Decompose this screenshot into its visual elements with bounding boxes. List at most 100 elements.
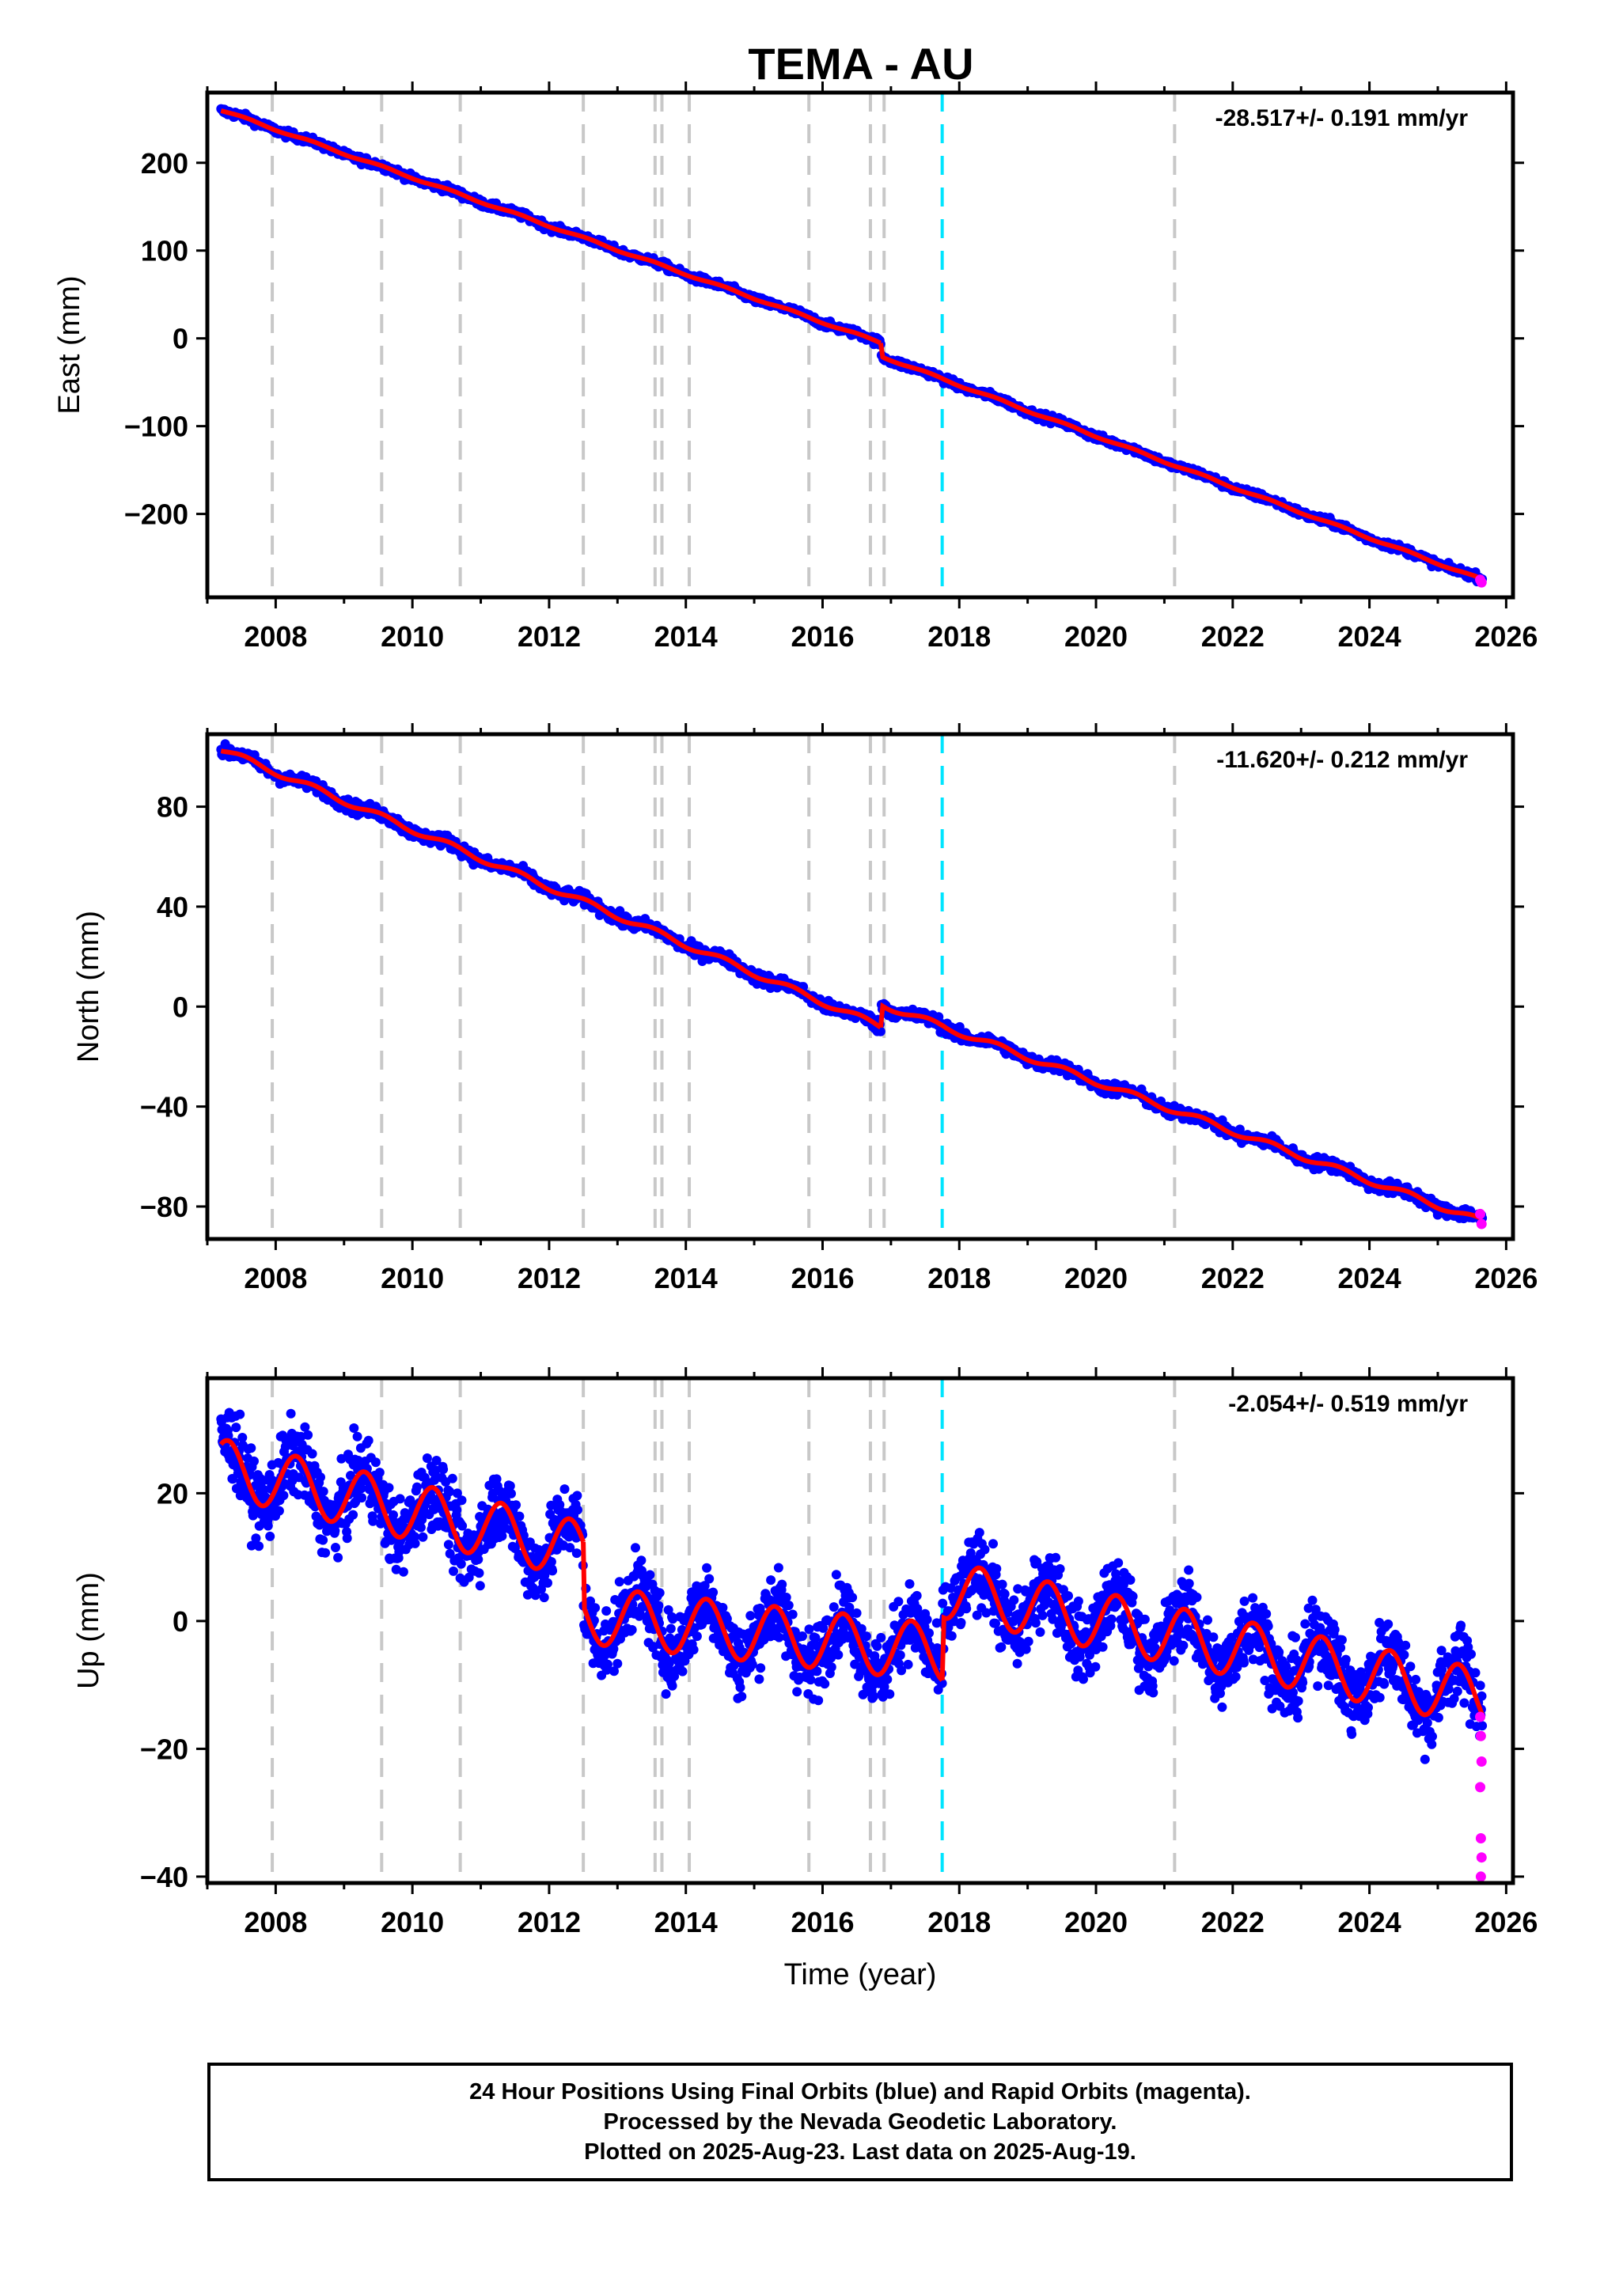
y-tick-label: 80 xyxy=(157,791,188,824)
final-orbit-point xyxy=(1037,1610,1048,1620)
final-orbit-point xyxy=(895,1650,905,1660)
final-orbit-point xyxy=(893,1597,904,1607)
x-tick-label: 2020 xyxy=(1064,620,1128,653)
final-orbit-point xyxy=(754,1674,764,1684)
x-tick-label: 2026 xyxy=(1474,620,1538,653)
final-orbit-point xyxy=(992,1563,1002,1574)
final-orbit-point xyxy=(348,1510,358,1520)
final-orbit-point xyxy=(627,1625,637,1635)
final-orbit-point xyxy=(612,1658,623,1669)
final-orbit-point xyxy=(342,1533,352,1544)
velocity-label: -28.517+/- 0.191 mm/yr xyxy=(1215,105,1469,131)
final-orbit-point xyxy=(231,1423,241,1433)
final-orbit-point xyxy=(829,1602,839,1612)
final-orbit-point xyxy=(885,1689,895,1699)
panel-up: 2008 2010 2012 2014 2016 2018 2020 2022 2024 2026… xyxy=(72,1367,1538,1991)
final-orbit-point xyxy=(412,1482,422,1492)
final-orbit-points xyxy=(216,739,1488,1225)
final-orbit-point xyxy=(833,1650,844,1660)
x-tick-label: 2016 xyxy=(791,620,854,653)
x-tick-label: 2014 xyxy=(654,1262,718,1294)
x-tick-label: 2020 xyxy=(1064,1262,1128,1294)
final-orbit-point xyxy=(475,1581,485,1591)
x-tick-label: 2012 xyxy=(518,620,581,653)
final-orbit-point xyxy=(996,1642,1007,1652)
y-axis-label: North (mm) xyxy=(72,911,105,1063)
final-orbit-point xyxy=(249,1456,259,1466)
final-orbit-point xyxy=(988,1539,998,1549)
final-orbit-point xyxy=(904,1579,915,1589)
final-orbit-point xyxy=(1012,1658,1022,1669)
final-orbit-point xyxy=(514,1511,525,1521)
final-orbit-point xyxy=(303,1430,313,1440)
final-orbit-point xyxy=(506,1488,516,1498)
final-orbit-point xyxy=(798,1631,807,1641)
final-orbit-point xyxy=(1035,1627,1045,1637)
final-orbit-point xyxy=(747,1659,757,1669)
final-orbit-point xyxy=(826,1662,836,1673)
final-orbit-point xyxy=(318,1487,328,1497)
final-orbit-point xyxy=(654,1601,664,1611)
final-orbit-point xyxy=(418,1532,428,1542)
x-tick-label: 2024 xyxy=(1338,620,1401,653)
final-orbit-point xyxy=(263,1521,273,1531)
y-tick-label: 0 xyxy=(173,991,188,1023)
model-fit-line xyxy=(878,1002,1484,1222)
final-orbit-point xyxy=(956,1618,966,1627)
final-orbit-point xyxy=(274,1506,284,1516)
final-orbit-point xyxy=(543,1578,552,1588)
final-orbit-point xyxy=(980,1544,990,1555)
final-orbit-point xyxy=(875,1026,885,1036)
final-orbit-point xyxy=(692,1631,702,1642)
final-orbit-point xyxy=(395,1494,405,1504)
final-orbit-point xyxy=(318,1535,328,1545)
final-orbit-point xyxy=(718,1603,728,1612)
final-orbit-point xyxy=(410,1538,420,1548)
final-orbit-point xyxy=(766,1575,776,1586)
rapid-orbit-point xyxy=(1475,1208,1486,1219)
final-orbit-point xyxy=(447,1473,457,1483)
final-orbit-point xyxy=(1064,1591,1073,1601)
y-tick-label: 100 xyxy=(141,235,188,267)
final-orbit-point xyxy=(357,1493,367,1503)
final-orbit-point xyxy=(571,1548,582,1559)
final-orbit-point xyxy=(443,1540,453,1550)
final-orbit-point xyxy=(869,1692,879,1702)
final-orbit-point xyxy=(286,1408,296,1419)
final-orbit-point xyxy=(573,1505,582,1515)
final-orbit-point xyxy=(999,1589,1010,1599)
final-orbit-point xyxy=(1051,1552,1061,1563)
final-orbit-point xyxy=(316,1472,325,1483)
final-orbit-point xyxy=(636,1555,647,1566)
x-tick-label: 2010 xyxy=(381,620,444,653)
final-orbit-point xyxy=(1023,1636,1033,1646)
y-axis-label: East (mm) xyxy=(53,275,86,414)
final-orbit-point xyxy=(572,1491,582,1501)
x-tick-label: 2022 xyxy=(1201,1262,1265,1294)
x-tick-label: 2012 xyxy=(518,1262,581,1294)
final-orbit-point xyxy=(307,1449,317,1459)
y-tick-label: 200 xyxy=(141,147,188,180)
final-orbit-point xyxy=(813,1695,824,1706)
final-orbit-point xyxy=(539,1593,549,1603)
final-orbit-point xyxy=(374,1468,385,1478)
final-orbit-point xyxy=(631,1543,640,1553)
y-tick-label: 0 xyxy=(173,323,188,355)
final-orbit-point xyxy=(614,1577,624,1587)
final-orbit-point xyxy=(1055,1564,1065,1574)
final-orbit-point xyxy=(349,1423,359,1433)
rapid-orbit-point xyxy=(1476,577,1487,588)
final-orbit-point xyxy=(872,1641,882,1651)
model-fit-line xyxy=(220,108,882,346)
final-orbit-point xyxy=(737,1692,747,1702)
y-tick-label: −40 xyxy=(140,1091,188,1123)
x-tick-label: 2018 xyxy=(927,1262,991,1294)
final-orbit-point xyxy=(773,1563,783,1573)
x-tick-label: 2010 xyxy=(381,1262,444,1294)
final-orbit-point xyxy=(452,1505,462,1515)
final-orbit-point xyxy=(370,1457,381,1468)
final-orbit-point xyxy=(861,1631,871,1642)
final-orbit-point xyxy=(783,1601,794,1610)
final-orbit-point xyxy=(946,1631,957,1641)
final-orbit-point xyxy=(882,1674,893,1684)
